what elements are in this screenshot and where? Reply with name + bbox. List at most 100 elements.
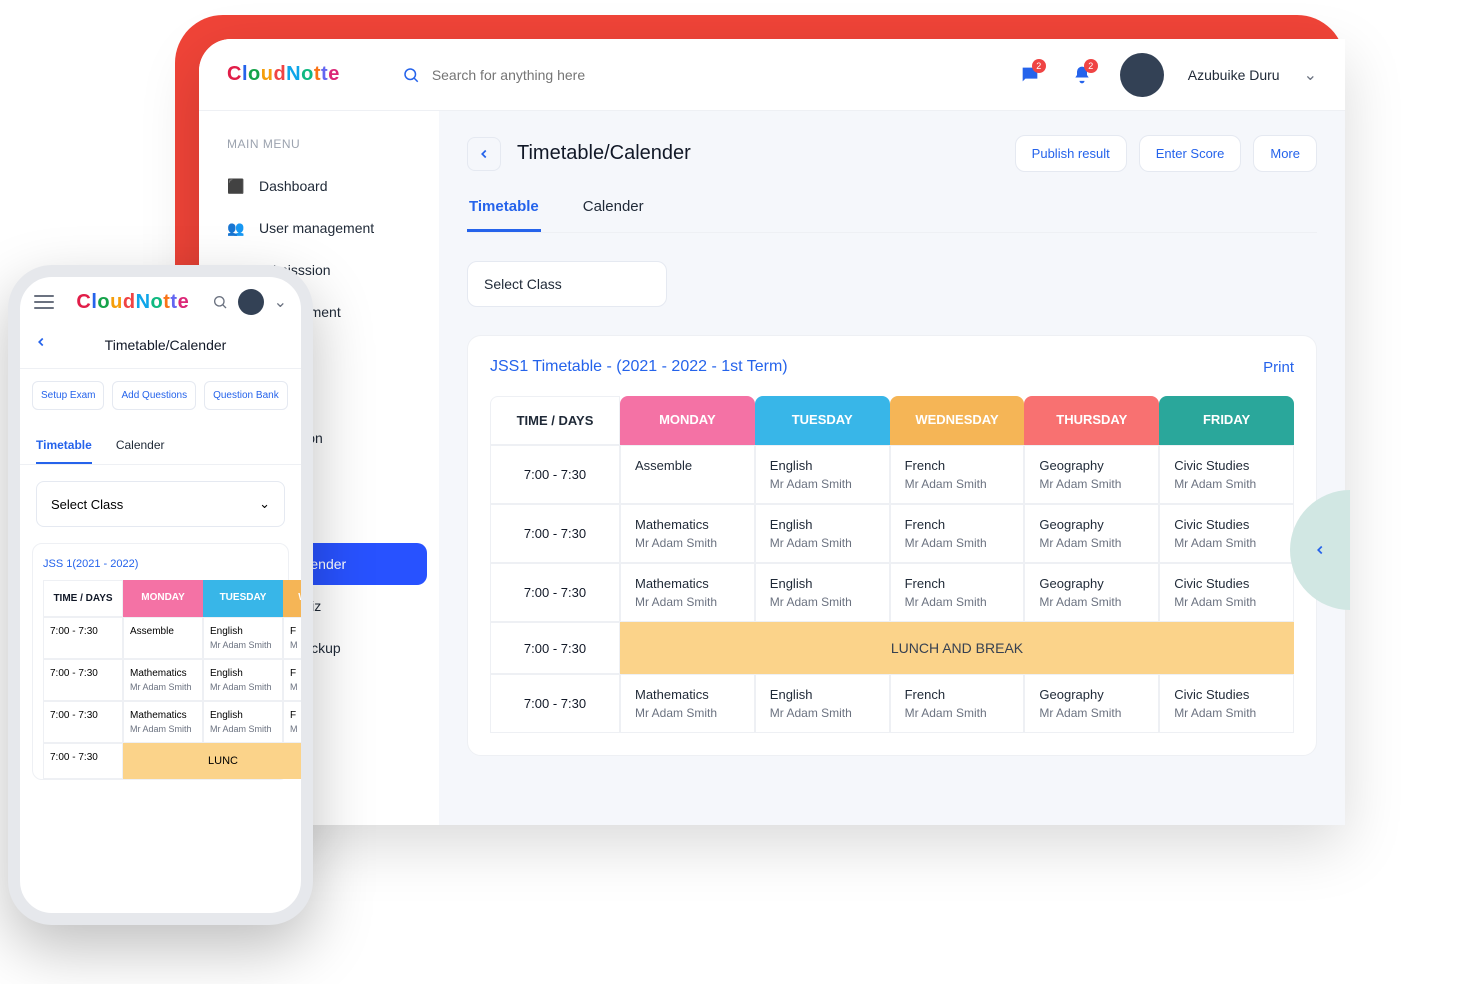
table-cell: MathematicsMr Adam Smith (123, 701, 203, 743)
chevron-down-icon: ⌄ (259, 496, 270, 512)
timetable-card: JSS 1(2021 - 2022) TIME / DAYSMONDAYTUES… (32, 543, 289, 780)
action-button[interactable]: More (1253, 135, 1317, 172)
search-box[interactable] (402, 66, 992, 84)
menu-icon[interactable] (34, 295, 54, 309)
avatar[interactable] (238, 289, 264, 315)
nav-label: Dashboard (259, 178, 328, 194)
table-cell: EnglishMr Adam Smith (203, 659, 283, 701)
table-cell: FrenchMr Adam Smith (890, 445, 1025, 504)
table-cell: EnglishMr Adam Smith (755, 563, 890, 622)
table-cell: MONDAY (620, 396, 755, 445)
menu-section-label: MAIN MENU (199, 129, 439, 165)
phone-mockup: CloudNotte ⌄ Timetable/Calender Setup Ex… (8, 265, 313, 925)
chip-button[interactable]: Setup Exam (32, 381, 104, 410)
table-cell: WEDNESDAY (890, 396, 1025, 445)
timetable-title: JSS1 Timetable - (2021 - 2022 - 1st Term… (490, 358, 788, 376)
table-cell: EnglishMr Adam Smith (755, 504, 890, 563)
desktop-window: CloudNotte 2 2 Azubuike Duru ⌄ MAIN MENU… (199, 39, 1345, 825)
table-cell: MathematicsMr Adam Smith (123, 659, 203, 701)
avatar[interactable] (1120, 53, 1164, 97)
table-cell: Civic StudiesMr Adam Smith (1159, 674, 1294, 733)
lunch-row: LUNC (123, 743, 313, 779)
table-cell: 7:00 - 7:30 (43, 743, 123, 779)
bell-icon[interactable]: 2 (1068, 61, 1096, 89)
bell-badge: 2 (1084, 59, 1098, 73)
brand-logo: CloudNotte (227, 63, 340, 86)
table-cell: TUESDAY (755, 396, 890, 445)
nav-label: User management (259, 220, 374, 236)
table-cell: EnglishMr Adam Smith (203, 701, 283, 743)
table-cell: GeographyMr Adam Smith (1024, 504, 1159, 563)
back-button[interactable] (467, 137, 501, 171)
table-cell: 7:00 - 7:30 (490, 622, 620, 674)
class-select[interactable]: Select Class (467, 261, 667, 307)
table-cell: Civic StudiesMr Adam Smith (1159, 504, 1294, 563)
table-cell: 7:00 - 7:30 (43, 659, 123, 701)
table-cell: Civic StudiesMr Adam Smith (1159, 445, 1294, 504)
class-link[interactable]: JSS 1(2021 - 2022) (43, 554, 278, 580)
page-title: Timetable/Calender (517, 142, 691, 165)
action-button[interactable]: Enter Score (1139, 135, 1242, 172)
table-cell: MathematicsMr Adam Smith (620, 674, 755, 733)
brand-logo-mobile: CloudNotte (76, 291, 189, 314)
topbar: CloudNotte 2 2 Azubuike Duru ⌄ (199, 39, 1345, 111)
username: Azubuike Duru (1188, 67, 1280, 83)
nav-icon: 👥 (227, 219, 245, 237)
table-cell: TUESDAY (203, 580, 283, 617)
table-cell: EnglishMr Adam Smith (755, 445, 890, 504)
class-select[interactable]: Select Class ⌄ (36, 481, 285, 527)
chat-icon[interactable]: 2 (1016, 61, 1044, 89)
page-title: Timetable/Calender (44, 337, 287, 353)
table-cell: 7:00 - 7:30 (43, 701, 123, 743)
chip-button[interactable]: Add Questions (112, 381, 196, 410)
table-cell: W (283, 580, 313, 617)
table-cell: GeographyMr Adam Smith (1024, 563, 1159, 622)
table-cell: MathematicsMr Adam Smith (620, 504, 755, 563)
chevron-down-icon[interactable]: ⌄ (274, 292, 287, 312)
chevron-left-icon (477, 147, 491, 161)
table-cell: 7:00 - 7:30 (490, 563, 620, 622)
table-cell: FM (283, 701, 313, 743)
search-icon (402, 66, 420, 84)
timetable-card: JSS1 Timetable - (2021 - 2022 - 1st Term… (467, 335, 1317, 756)
table-cell: 7:00 - 7:30 (43, 617, 123, 659)
table-cell: 7:00 - 7:30 (490, 674, 620, 733)
action-button[interactable]: Publish result (1015, 135, 1127, 172)
search-input[interactable] (432, 67, 692, 83)
table-cell: EnglishMr Adam Smith (755, 674, 890, 733)
sidebar-item[interactable]: 👥 User management (199, 207, 439, 249)
search-icon[interactable] (212, 294, 228, 310)
table-cell: GeographyMr Adam Smith (1024, 674, 1159, 733)
table-cell: TIME / DAYS (43, 580, 123, 617)
print-link[interactable]: Print (1263, 359, 1294, 376)
table-cell: MONDAY (123, 580, 203, 617)
table-cell: MathematicsMr Adam Smith (620, 563, 755, 622)
nav-icon: ⬛ (227, 177, 245, 195)
sidebar-item[interactable]: ⬛ Dashboard (199, 165, 439, 207)
lunch-row: LUNCH AND BREAK (620, 622, 1294, 674)
table-cell: EnglishMr Adam Smith (203, 617, 283, 659)
table-cell: FrenchMr Adam Smith (890, 674, 1025, 733)
chevron-down-icon[interactable]: ⌄ (1304, 65, 1317, 85)
tab[interactable]: Calender (116, 428, 165, 464)
table-cell: FrenchMr Adam Smith (890, 504, 1025, 563)
table-cell: 7:00 - 7:30 (490, 504, 620, 563)
tab[interactable]: Calender (581, 184, 646, 232)
tab[interactable]: Timetable (36, 428, 92, 464)
table-cell: THURSDAY (1024, 396, 1159, 445)
table-cell: Assemble (620, 445, 755, 504)
table-cell: Civic StudiesMr Adam Smith (1159, 563, 1294, 622)
table-cell: FRIDAY (1159, 396, 1294, 445)
chip-button[interactable]: Question Bank (204, 381, 288, 410)
table-cell: FM (283, 659, 313, 701)
chevron-left-icon (1313, 543, 1327, 557)
chat-badge: 2 (1032, 59, 1046, 73)
table-cell: FrenchMr Adam Smith (890, 563, 1025, 622)
table-cell: Assemble (123, 617, 203, 659)
table-cell: FM (283, 617, 313, 659)
main-content: Timetable/Calender Publish result Enter S… (439, 111, 1345, 825)
desktop-frame: CloudNotte 2 2 Azubuike Duru ⌄ MAIN MENU… (175, 15, 1345, 825)
tab[interactable]: Timetable (467, 184, 541, 232)
select-label: Select Class (51, 497, 123, 512)
table-cell: 7:00 - 7:30 (490, 445, 620, 504)
